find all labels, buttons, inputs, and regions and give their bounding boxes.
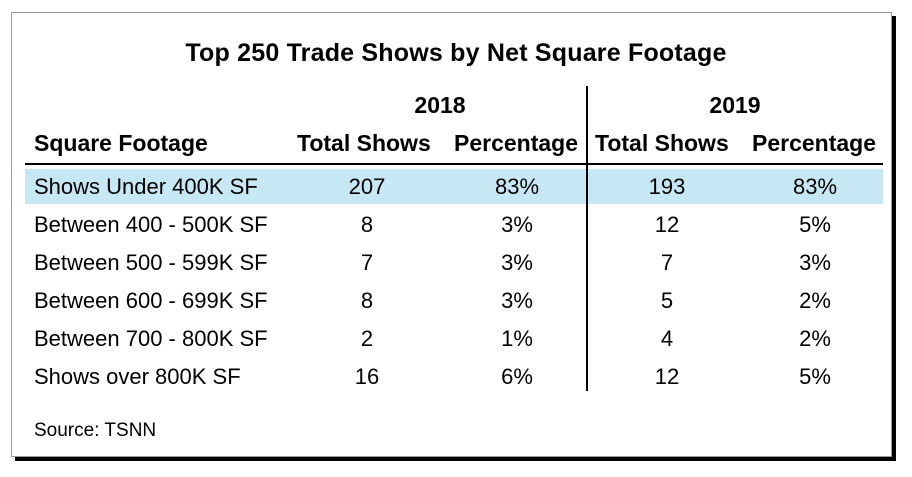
cell-percentage-2019: 2% (799, 326, 831, 351)
cell-percentage-2018: 6% (501, 364, 533, 389)
cell-percentage-2018: 3% (501, 288, 533, 313)
cell-total-shows-2019: 5 (660, 288, 674, 313)
row-label: Shows over 800K SF (34, 364, 241, 389)
year-header-2018: 2018 (414, 92, 466, 118)
cell-percentage-2018: 83% (494, 174, 540, 199)
cell-total-shows-2019: 12 (654, 364, 680, 389)
cell-total-shows-2019: 7 (660, 250, 674, 275)
row-label: Between 500 - 599K SF (34, 250, 268, 275)
cell-percentage-2019: 5% (799, 212, 831, 237)
row-label: Between 400 - 500K SF (34, 212, 268, 237)
cell-total-shows-2018: 207 (348, 174, 386, 199)
cell-percentage-2019: 5% (799, 364, 831, 389)
cell-percentage-2018: 3% (501, 250, 533, 275)
year-header-2019: 2019 (709, 92, 761, 118)
cell-percentage-2018: 1% (501, 326, 533, 351)
header-rule (25, 163, 883, 165)
col-header-2018-total-shows: Total Shows (297, 130, 431, 156)
year-divider (586, 86, 588, 391)
cell-total-shows-2018: 7 (360, 250, 374, 275)
cell-percentage-2018: 3% (501, 212, 533, 237)
cell-total-shows-2018: 16 (354, 364, 380, 389)
cell-total-shows-2018: 8 (360, 212, 374, 237)
cell-total-shows-2019: 12 (654, 212, 680, 237)
cell-total-shows-2019: 4 (660, 326, 674, 351)
source-note: Source: TSNN (34, 420, 157, 441)
cell-total-shows-2018: 2 (360, 326, 374, 351)
cell-percentage-2019: 2% (799, 288, 831, 313)
row-header-square-footage: Square Footage (34, 130, 208, 156)
row-label: Between 700 - 800K SF (34, 326, 268, 351)
col-header-2019-total-shows: Total Shows (595, 130, 729, 156)
highlighted-row-band (25, 169, 883, 204)
cell-total-shows-2018: 8 (360, 288, 374, 313)
col-header-2018-percentage: Percentage (454, 130, 579, 156)
cell-percentage-2019: 83% (792, 174, 838, 199)
cell-total-shows-2019: 193 (648, 174, 686, 199)
cell-percentage-2019: 3% (799, 250, 831, 275)
table-frame (11, 12, 892, 457)
col-header-2019-percentage: Percentage (752, 130, 877, 156)
row-label: Shows Under 400K SF (34, 174, 258, 199)
row-label: Between 600 - 699K SF (34, 288, 268, 313)
table-title: Top 250 Trade Shows by Net Square Footag… (185, 39, 727, 67)
